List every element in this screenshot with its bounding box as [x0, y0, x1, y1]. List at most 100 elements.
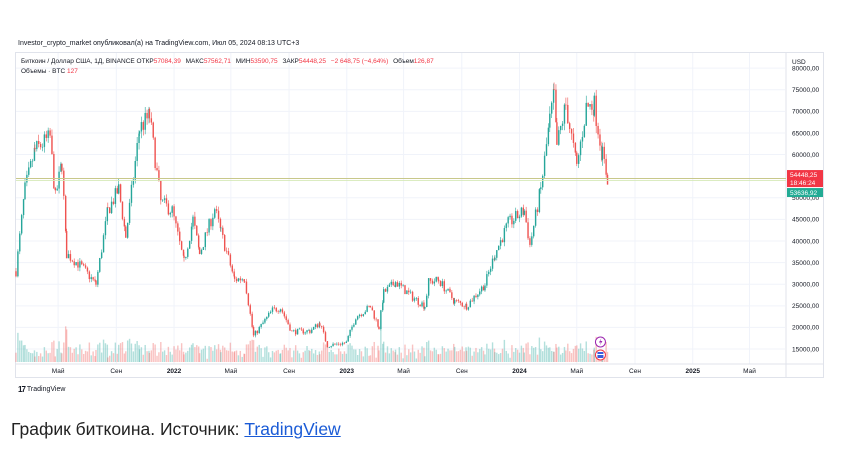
- candle-body: [388, 284, 391, 287]
- volume-bar: [217, 344, 220, 362]
- volume-bar: [86, 351, 89, 362]
- volume-bar: [237, 355, 240, 362]
- volume-bar: [345, 353, 348, 362]
- candle-body: [394, 282, 397, 287]
- tradingview-logo[interactable]: 17 TradingView: [18, 385, 65, 394]
- x-tick-label: 2022: [167, 368, 182, 375]
- candle-body: [587, 102, 589, 107]
- volume-bar: [449, 350, 451, 362]
- candle-body: [97, 271, 99, 285]
- y-tick-label: 30000,00: [792, 282, 819, 289]
- volume-bar: [158, 352, 160, 362]
- candle-body: [343, 342, 346, 344]
- candle-body: [591, 104, 593, 110]
- candle-body: [565, 104, 567, 106]
- volume-bar: [473, 351, 475, 362]
- candle-body: [404, 285, 406, 295]
- candle-body: [505, 223, 507, 229]
- volume-bar: [121, 342, 124, 362]
- y-tick-label: 60000,00: [792, 152, 819, 159]
- volume-bar: [15, 352, 17, 362]
- candle-body: [533, 225, 535, 237]
- volume-bar: [167, 346, 170, 362]
- volume-bar: [17, 332, 19, 362]
- volume-bar: [123, 353, 126, 362]
- volume-bar: [347, 344, 349, 362]
- volume-bar: [398, 347, 401, 362]
- volume-bar: [411, 344, 414, 362]
- candle-body: [167, 203, 170, 215]
- volume-bar: [190, 344, 193, 362]
- volume-bar: [197, 346, 200, 362]
- candle-body: [406, 290, 408, 295]
- volume-bar: [247, 344, 250, 362]
- volume-bar: [156, 355, 158, 362]
- volume-bar: [269, 357, 272, 362]
- candle-body: [334, 343, 336, 345]
- candle-body: [84, 265, 87, 268]
- candle-body: [60, 163, 62, 172]
- candle-body: [22, 199, 25, 216]
- volume-bar: [97, 344, 99, 362]
- candle-body: [65, 231, 68, 259]
- x-tick-label: Сен: [456, 368, 468, 375]
- candle-body: [43, 134, 46, 147]
- volume-bar: [125, 351, 127, 362]
- candle-body: [497, 245, 500, 251]
- volume-bar: [373, 341, 375, 362]
- volume-bar: [200, 349, 203, 362]
- volume-bar: [486, 343, 488, 362]
- candle-body: [293, 330, 295, 331]
- volume-bar: [47, 353, 49, 362]
- candle-body: [368, 306, 370, 307]
- candle-body: [421, 302, 423, 307]
- volume-bar: [507, 353, 509, 362]
- candle-body: [408, 290, 410, 293]
- volume-bar: [56, 348, 58, 362]
- candle-body: [547, 127, 550, 145]
- candle-body: [128, 202, 131, 223]
- candle-body: [568, 123, 571, 129]
- volume-bar: [69, 347, 72, 362]
- volume-bar: [550, 350, 553, 362]
- candle-body: [349, 329, 351, 336]
- x-tick-label: Сен: [283, 368, 295, 375]
- candle-body: [252, 326, 255, 336]
- candle-body: [427, 278, 430, 296]
- volume-bar: [382, 341, 385, 362]
- candle-body: [291, 330, 293, 332]
- volume-bar: [29, 352, 32, 362]
- candle-body: [366, 306, 368, 312]
- candle-body: [386, 286, 389, 292]
- candle-body: [516, 211, 519, 219]
- volume-bar: [362, 356, 365, 362]
- candle-body: [146, 112, 148, 119]
- volume-bar: [451, 350, 453, 362]
- candle-body: [233, 271, 235, 277]
- volume-bar: [475, 347, 477, 362]
- volume-bar: [304, 350, 306, 362]
- volume-bar: [296, 350, 299, 362]
- volume-bar: [499, 353, 502, 362]
- volume-bar: [433, 347, 436, 362]
- candle-body: [262, 322, 264, 324]
- volume-bar: [254, 351, 257, 362]
- candle-body: [34, 147, 36, 150]
- candle-body: [36, 141, 38, 150]
- candle-body: [486, 274, 488, 286]
- volume-bar: [543, 341, 546, 362]
- caption-link[interactable]: TradingView: [244, 419, 341, 439]
- volume-bar: [520, 345, 523, 362]
- candle-body: [81, 261, 83, 265]
- volume-bar: [188, 347, 191, 362]
- volume-bar: [107, 357, 109, 362]
- volume-bar: [429, 350, 432, 362]
- candle-body: [287, 320, 289, 325]
- volume-bar: [81, 349, 83, 362]
- volume-bar: [545, 345, 548, 362]
- candle-body: [47, 130, 49, 138]
- candle-body: [411, 291, 414, 301]
- volume-bar: [298, 353, 301, 362]
- candle-body: [356, 316, 359, 320]
